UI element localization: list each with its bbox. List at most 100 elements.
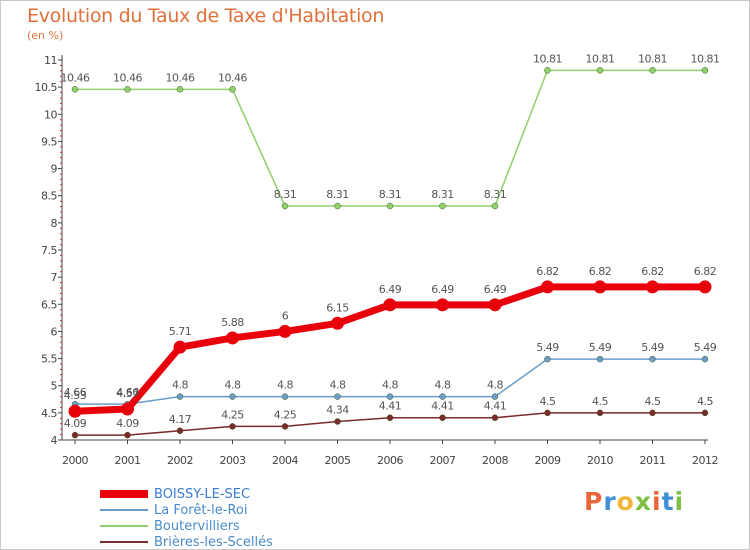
- legend-label: BOISSY-LE-SEC: [154, 486, 251, 502]
- logo-letter: x: [634, 487, 652, 516]
- legend-item: La Forêt-le-Roi: [100, 502, 273, 518]
- y-tick-label: 6: [51, 325, 58, 338]
- x-tick-label: 2004: [272, 454, 298, 467]
- data-label: 6: [282, 309, 289, 322]
- data-point: [334, 393, 341, 400]
- y-tick-label: 9.5: [41, 135, 57, 148]
- data-label: 4.17: [169, 413, 192, 426]
- logo-letter: r: [603, 487, 617, 516]
- data-label: 4.8: [225, 379, 241, 392]
- data-point: [331, 316, 344, 330]
- data-point: [124, 86, 131, 93]
- x-tick-label: 2001: [115, 454, 141, 467]
- data-point: [436, 298, 449, 312]
- data-point: [229, 423, 236, 430]
- data-point: [229, 86, 236, 93]
- data-point: [124, 431, 131, 439]
- data-point: [701, 67, 709, 74]
- x-tick-label: 2002: [167, 454, 193, 467]
- data-label: 10.46: [166, 71, 195, 84]
- data-label: 6.82: [536, 265, 559, 278]
- data-label: 10.81: [638, 52, 667, 65]
- data-label: 4.5: [697, 395, 713, 408]
- data-label: 4.09: [64, 417, 87, 430]
- y-tick-label: 4.5: [41, 407, 57, 420]
- data-point: [649, 355, 656, 363]
- data-label: 5.49: [641, 341, 664, 354]
- data-label: 4.41: [484, 400, 507, 413]
- legend-item: Boutervilliers: [100, 518, 273, 534]
- data-point: [229, 393, 236, 400]
- chart-subtitle: (en %): [27, 29, 64, 42]
- x-tick-label: 2006: [377, 454, 403, 467]
- data-label: 4.57: [116, 387, 139, 400]
- y-tick-label: 4: [51, 434, 58, 447]
- data-label: 4.09: [116, 417, 139, 430]
- data-point: [593, 280, 607, 294]
- data-label: 10.81: [691, 52, 720, 65]
- data-point: [226, 331, 239, 345]
- data-point: [698, 280, 712, 294]
- data-label: 6.82: [589, 265, 612, 278]
- x-tick-label: 2000: [62, 454, 88, 467]
- data-point: [281, 423, 289, 430]
- x-tick-label: 2010: [587, 454, 613, 467]
- proxiti-logo: Proxiti: [584, 487, 684, 516]
- data-label: 6.49: [379, 283, 402, 296]
- data-point: [68, 404, 82, 418]
- data-point: [491, 393, 499, 400]
- y-tick-label: 11: [44, 54, 57, 67]
- data-label: 8.31: [379, 188, 402, 201]
- x-tick-label: 2012: [692, 454, 718, 467]
- data-label: 4.8: [382, 379, 398, 392]
- data-label: 4.41: [431, 400, 454, 413]
- data-label: 10.46: [61, 71, 90, 84]
- data-label: 6.49: [431, 283, 454, 296]
- legend-label: Brières-les-Scellés: [154, 534, 273, 550]
- legend-label: La Forêt-le-Roi: [154, 502, 248, 518]
- logo-letter: o: [616, 487, 635, 516]
- data-label: 4.41: [379, 400, 402, 413]
- data-label: 4.53: [64, 389, 87, 402]
- data-label: 8.31: [326, 188, 349, 201]
- legend: BOISSY-LE-SEC La Forêt-le-Roi Boutervillie…: [100, 486, 273, 550]
- data-label: 5.88: [221, 316, 244, 329]
- data-point: [176, 393, 184, 400]
- x-tick-label: 2005: [325, 454, 351, 467]
- data-point: [646, 280, 659, 294]
- data-point: [596, 409, 604, 417]
- data-label: 4.66: [116, 386, 139, 399]
- data-label: 4.8: [330, 379, 346, 392]
- legend-item: BOISSY-LE-SEC: [100, 486, 273, 502]
- data-point: [121, 402, 134, 416]
- data-label: 4.5: [540, 395, 556, 408]
- data-label: 8.31: [274, 188, 297, 201]
- data-label: 4.5: [645, 395, 661, 408]
- y-tick-label: 8: [51, 217, 58, 230]
- data-point: [281, 202, 289, 210]
- data-label: 10.81: [533, 52, 562, 65]
- data-label: 4.34: [326, 404, 349, 417]
- legend-label: Boutervilliers: [154, 518, 240, 534]
- data-point: [386, 393, 394, 400]
- data-label: 4.8: [487, 379, 503, 392]
- data-label: 6.15: [326, 301, 349, 314]
- data-point: [596, 355, 604, 363]
- data-point: [541, 280, 554, 294]
- data-label: 8.31: [431, 188, 454, 201]
- data-label: 5.49: [536, 341, 559, 354]
- data-point: [173, 340, 187, 354]
- legend-swatch: [100, 490, 148, 498]
- data-label: 4.25: [221, 408, 244, 421]
- y-tick-label: 5: [51, 380, 58, 393]
- data-label: 4.8: [277, 379, 293, 392]
- data-label: 4.5: [592, 395, 608, 408]
- x-tick-label: 2008: [482, 454, 508, 467]
- data-label: 10.46: [218, 71, 247, 84]
- y-tick-label: 10.5: [35, 81, 58, 94]
- data-point: [488, 298, 502, 312]
- logo-letter: i: [674, 487, 685, 516]
- data-point: [281, 393, 289, 400]
- series-line: [75, 69, 705, 207]
